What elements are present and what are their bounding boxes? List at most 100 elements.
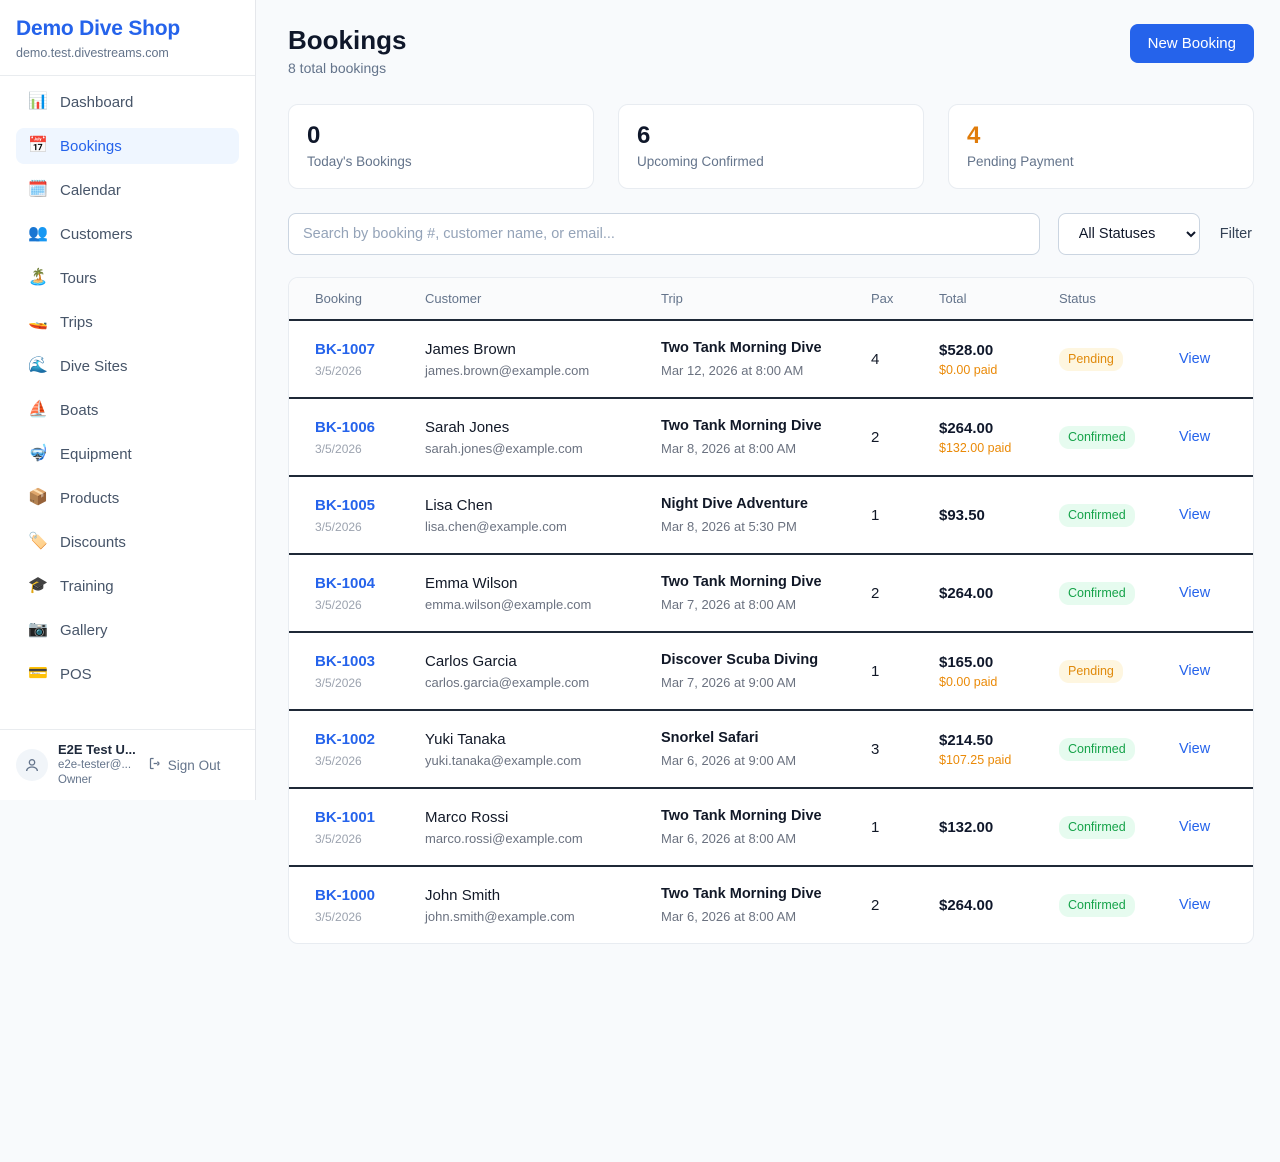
column-header xyxy=(1179,278,1253,321)
user-email: e2e-tester@... xyxy=(58,759,132,771)
sidebar-item-dashboard[interactable]: 📊 Dashboard xyxy=(16,84,239,120)
view-link[interactable]: View xyxy=(1179,351,1211,367)
status-badge: Pending xyxy=(1059,659,1123,683)
view-link[interactable]: View xyxy=(1179,507,1211,523)
booking-id-link[interactable]: BK-1007 xyxy=(315,341,376,358)
bookings-table: Booking Customer Trip Pax Total Status BK-100… xyxy=(289,278,1253,943)
total-amount: $264.00 xyxy=(939,896,994,914)
trip-datetime: Mar 6, 2026 at 8:00 AM xyxy=(661,831,797,846)
sidebar-item-equipment[interactable]: 🤿 Equipment xyxy=(16,436,239,472)
trip-cell: Discover Scuba Diving Mar 7, 2026 at 9:00… xyxy=(661,632,871,711)
view-link[interactable]: View xyxy=(1179,429,1211,445)
trip-cell: Two Tank Morning Dive Mar 6, 2026 at 8:00… xyxy=(661,866,871,943)
view-link[interactable]: View xyxy=(1179,663,1211,679)
customer-name: John Smith xyxy=(425,886,501,904)
sidebar-item-gallery[interactable]: 📷 Gallery xyxy=(16,612,239,648)
booking-id-link[interactable]: BK-1004 xyxy=(315,575,376,592)
booking-id-link[interactable]: BK-1003 xyxy=(315,653,376,670)
booking-id-link[interactable]: BK-1002 xyxy=(315,731,376,748)
sidebar-item-products[interactable]: 📦 Products xyxy=(16,480,239,516)
stat-label: Today's Bookings xyxy=(307,154,412,169)
view-link[interactable]: View xyxy=(1179,585,1211,601)
filter-button[interactable]: Filter xyxy=(1218,222,1254,246)
sidebar-item-calendar[interactable]: 🗓️ Calendar xyxy=(16,172,239,208)
action-cell: View xyxy=(1179,710,1253,789)
new-booking-button[interactable]: New Booking xyxy=(1129,24,1254,63)
total-cell: $214.50 $107.25 paid xyxy=(939,710,1059,789)
sidebar-item-label: Boats xyxy=(60,401,99,419)
trip-name: Two Tank Morning Dive xyxy=(661,418,822,434)
customer-cell: James Brown james.brown@example.com xyxy=(425,320,661,399)
brand-title: Demo Dive Shop xyxy=(16,17,181,40)
pax-count: 1 xyxy=(871,632,939,711)
amount-paid: $107.25 paid xyxy=(939,752,1012,767)
booking-cell: BK-1001 3/5/2026 xyxy=(289,788,425,867)
sidebar-item-boats[interactable]: ⛵ Boats xyxy=(16,392,239,428)
status-cell: Confirmed xyxy=(1059,476,1179,555)
booking-created-date: 3/5/2026 xyxy=(315,598,362,612)
dive-sites-icon: 🌊 xyxy=(28,357,48,374)
status-badge: Confirmed xyxy=(1059,581,1135,605)
sidebar-item-customers[interactable]: 👥 Customers xyxy=(16,216,239,252)
booking-id-link[interactable]: BK-1001 xyxy=(315,809,376,826)
sidebar-item-discounts[interactable]: 🏷️ Discounts xyxy=(16,524,239,560)
booking-id-link[interactable]: BK-1000 xyxy=(315,887,376,904)
pax-count: 2 xyxy=(871,398,939,477)
sidebar-item-trips[interactable]: 🚤 Trips xyxy=(16,304,239,340)
action-cell: View xyxy=(1179,320,1253,399)
discounts-icon: 🏷️ xyxy=(28,533,48,550)
view-link[interactable]: View xyxy=(1179,897,1211,913)
view-link[interactable]: View xyxy=(1179,819,1211,835)
column-header: Total xyxy=(939,278,1059,321)
sidebar-item-dive-sites[interactable]: 🌊 Dive Sites xyxy=(16,348,239,384)
sidebar-item-label: POS xyxy=(60,665,92,683)
column-header: Status xyxy=(1059,278,1179,321)
status-badge: Pending xyxy=(1059,347,1123,371)
customer-cell: Yuki Tanaka yuki.tanaka@example.com xyxy=(425,710,661,789)
booking-created-date: 3/5/2026 xyxy=(315,754,362,768)
customer-name: Lisa Chen xyxy=(425,496,493,514)
trips-icon: 🚤 xyxy=(28,313,48,330)
stats-row: 0 Today's Bookings 6 Upcoming Confirmed 4 Pen… xyxy=(288,104,1254,189)
main-content: Bookings 8 total bookings New Booking 0 T… xyxy=(256,0,1280,1162)
action-cell: View xyxy=(1179,866,1253,943)
sidebar-item-bookings[interactable]: 📅 Bookings xyxy=(16,128,239,164)
amount-paid: $0.00 paid xyxy=(939,674,998,689)
trip-datetime: Mar 12, 2026 at 8:00 AM xyxy=(661,363,804,378)
sign-out-button[interactable]: Sign Out xyxy=(148,756,220,774)
customer-email: james.brown@example.com xyxy=(425,362,590,378)
status-badge: Confirmed xyxy=(1059,893,1135,917)
sidebar-item-pos[interactable]: 💳 POS xyxy=(16,656,239,692)
customer-cell: Carlos Garcia carlos.garcia@example.com xyxy=(425,632,661,711)
status-filter-select[interactable]: All Statuses xyxy=(1057,213,1200,255)
sidebar-item-tours[interactable]: 🏝️ Tours xyxy=(16,260,239,296)
booking-id-link[interactable]: BK-1005 xyxy=(315,497,376,514)
total-amount: $165.00 xyxy=(939,653,994,671)
sidebar-item-label: Discounts xyxy=(60,533,126,551)
view-link[interactable]: View xyxy=(1179,741,1211,757)
status-cell: Confirmed xyxy=(1059,710,1179,789)
customer-email: john.smith@example.com xyxy=(425,908,575,924)
booking-created-date: 3/5/2026 xyxy=(315,442,362,456)
status-cell: Confirmed xyxy=(1059,788,1179,867)
customer-name: Carlos Garcia xyxy=(425,652,517,670)
total-cell: $93.50 xyxy=(939,476,1059,555)
sidebar-item-label: Customers xyxy=(60,225,133,243)
action-cell: View xyxy=(1179,554,1253,633)
booking-id-link[interactable]: BK-1006 xyxy=(315,419,376,436)
sidebar-item-label: Tours xyxy=(60,269,97,287)
amount-paid: $132.00 paid xyxy=(939,440,1012,455)
search-input[interactable] xyxy=(288,213,1040,255)
table-row: BK-1007 3/5/2026 James Brown james.brown@ex… xyxy=(289,320,1253,399)
customer-cell: Sarah Jones sarah.jones@example.com xyxy=(425,398,661,477)
sidebar-item-training[interactable]: 🎓 Training xyxy=(16,568,239,604)
booking-cell: BK-1004 3/5/2026 xyxy=(289,554,425,633)
products-icon: 📦 xyxy=(28,489,48,506)
trip-datetime: Mar 6, 2026 at 8:00 AM xyxy=(661,909,797,924)
booking-cell: BK-1006 3/5/2026 xyxy=(289,398,425,477)
table-row: BK-1002 3/5/2026 Yuki Tanaka yuki.tanaka@ex… xyxy=(289,710,1253,789)
stat-value: 6 xyxy=(637,122,651,149)
customer-email: lisa.chen@example.com xyxy=(425,518,567,534)
pax-count: 1 xyxy=(871,476,939,555)
total-cell: $264.00 xyxy=(939,554,1059,633)
